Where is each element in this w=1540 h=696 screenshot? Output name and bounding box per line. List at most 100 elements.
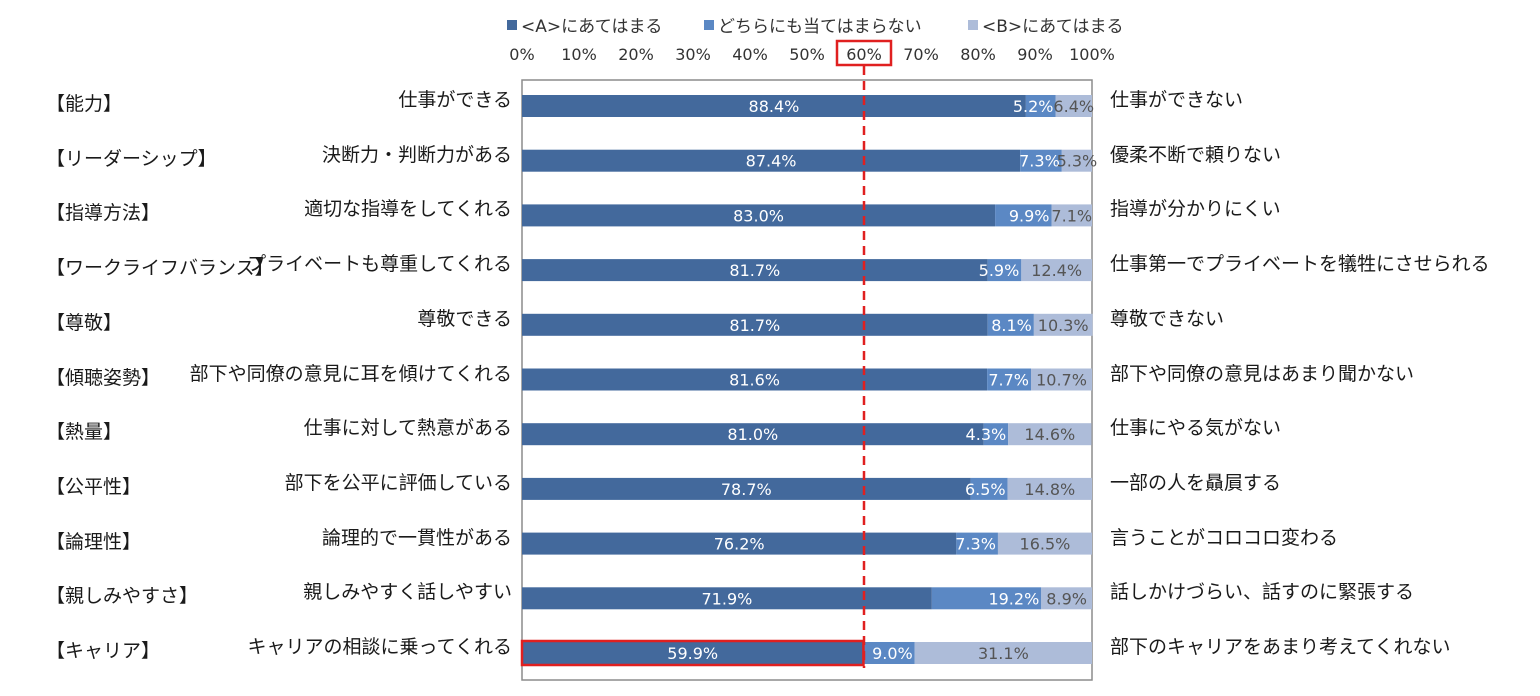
data-label: 71.9% bbox=[702, 589, 753, 608]
data-label: 7.1% bbox=[1051, 206, 1092, 225]
left-descriptor-label: 決断力・判断力がある bbox=[321, 143, 512, 166]
bar-segment bbox=[522, 642, 864, 664]
data-label: 5.9% bbox=[979, 261, 1020, 280]
data-label: 81.7% bbox=[729, 261, 780, 280]
left-descriptor-label: キャリアの相談に乗ってくれる bbox=[247, 636, 512, 658]
data-label: 7.3% bbox=[955, 535, 996, 554]
x-tick-label: 70% bbox=[903, 45, 939, 64]
legend-item-b: <B>にあてはまる bbox=[968, 12, 1123, 37]
bar-segment bbox=[1041, 587, 1092, 610]
right-descriptor-label: 部下や同僚の意見はあまり聞かない bbox=[1110, 362, 1415, 385]
category-label: 【能力】 bbox=[46, 93, 123, 115]
left-descriptor-label: 尊敬できる bbox=[417, 307, 512, 330]
right-descriptor-label: 一部の人を贔屓する bbox=[1110, 471, 1282, 494]
left-descriptor-label: 部下や同僚の意見に耳を傾けてくれる bbox=[189, 362, 512, 385]
category-label: 【傾聴姿勢】 bbox=[46, 366, 161, 389]
data-label: 19.2% bbox=[988, 589, 1039, 608]
legend: <A>にあてはまる どちらにも当てはまらない <B>にあてはまる bbox=[0, 12, 1540, 38]
data-label: 10.3% bbox=[1038, 316, 1089, 335]
legend-item-a: <A>にあてはまる bbox=[507, 12, 662, 37]
data-label: 81.0% bbox=[727, 425, 778, 444]
bar-segment bbox=[1007, 477, 1092, 500]
data-label: 81.7% bbox=[729, 316, 780, 335]
data-label: 7.7% bbox=[988, 371, 1029, 390]
left-descriptor-label: 仕事ができる bbox=[398, 89, 512, 111]
data-label: 10.7% bbox=[1036, 371, 1087, 390]
bar-segment bbox=[1008, 423, 1092, 446]
x-tick-label: 0% bbox=[509, 45, 534, 64]
bar-segment bbox=[522, 477, 971, 500]
x-tick-label: 10% bbox=[561, 45, 597, 64]
data-label: 4.3% bbox=[966, 425, 1007, 444]
legend-swatch-neutral bbox=[704, 20, 714, 30]
right-descriptor-label: 尊敬できない bbox=[1110, 307, 1225, 330]
x-tick-label: 20% bbox=[618, 45, 654, 64]
bar-segment bbox=[522, 259, 988, 282]
bar-segment bbox=[1031, 368, 1092, 391]
data-label: 31.1% bbox=[978, 644, 1029, 663]
x-tick-label: 60% bbox=[846, 45, 882, 64]
right-descriptor-label: 仕事第一でプライベートを犠牲にさせられる bbox=[1110, 253, 1490, 276]
data-label: 88.4% bbox=[749, 97, 800, 116]
x-tick-label: 80% bbox=[960, 45, 996, 64]
legend-label-neutral: どちらにも当てはまらない bbox=[718, 17, 922, 37]
right-descriptor-label: 仕事にやる気がない bbox=[1110, 417, 1282, 440]
highlight-tick-box bbox=[835, 39, 893, 67]
x-tick-label: 90% bbox=[1017, 45, 1053, 64]
category-label: 【指導方法】 bbox=[46, 202, 161, 225]
category-label: 【キャリア】 bbox=[46, 640, 161, 662]
data-label: 87.4% bbox=[746, 152, 797, 171]
data-label: 8.9% bbox=[1046, 589, 1087, 608]
category-label: 【リーダーシップ】 bbox=[46, 147, 217, 170]
data-label: 9.0% bbox=[872, 644, 913, 663]
left-descriptor-label: プライベートも尊重してくれる bbox=[247, 253, 512, 276]
right-descriptor-label: 仕事ができない bbox=[1110, 89, 1244, 111]
data-label: 7.3% bbox=[1019, 152, 1060, 171]
bar-segment bbox=[522, 204, 996, 227]
bar-segment bbox=[1025, 95, 1056, 117]
data-label: 59.9% bbox=[667, 644, 718, 663]
bar-segment bbox=[983, 423, 1009, 446]
bar-segment bbox=[987, 368, 1032, 391]
data-label: 12.4% bbox=[1031, 261, 1082, 280]
bar-segment bbox=[1021, 259, 1092, 282]
category-label: 【公平性】 bbox=[46, 475, 142, 498]
bar-segment bbox=[522, 149, 1021, 172]
data-label: 9.9% bbox=[1009, 206, 1050, 225]
x-tick-label: 40% bbox=[732, 45, 768, 64]
bar-segment bbox=[1033, 313, 1093, 336]
data-label: 5.2% bbox=[1013, 97, 1054, 116]
category-label: 【ワークライフバランス】 bbox=[46, 257, 274, 280]
bar-segment bbox=[970, 477, 1008, 500]
bar-segment bbox=[522, 423, 984, 446]
data-label: 14.6% bbox=[1024, 425, 1075, 444]
left-descriptor-label: 親しみやすく話しやすい bbox=[303, 581, 512, 604]
right-descriptor-label: 話しかけづらい、話すのに緊張する bbox=[1110, 581, 1415, 604]
bar-segment bbox=[1055, 95, 1092, 117]
bar-segment bbox=[931, 587, 1042, 610]
category-label: 【尊敬】 bbox=[46, 311, 123, 334]
bar-segment bbox=[987, 259, 1022, 282]
legend-label-a: <A>にあてはまる bbox=[521, 17, 663, 37]
data-label: 76.2% bbox=[714, 535, 765, 554]
right-descriptor-label: 優柔不断で頼りない bbox=[1110, 143, 1282, 166]
category-label: 【熱量】 bbox=[46, 421, 123, 444]
left-descriptor-label: 仕事に対して熱意がある bbox=[303, 417, 512, 440]
bar-segment bbox=[1061, 149, 1092, 172]
data-label: 81.6% bbox=[729, 371, 780, 390]
x-tick-label: 50% bbox=[789, 45, 825, 64]
left-descriptor-label: 部下を公平に評価している bbox=[284, 471, 512, 494]
bar-segment bbox=[995, 204, 1052, 227]
legend-label-b: <B>にあてはまる bbox=[982, 17, 1124, 37]
bar-segment bbox=[914, 642, 1092, 664]
bar-segment bbox=[1020, 149, 1062, 172]
data-label: 83.0% bbox=[733, 206, 784, 225]
bar-segment bbox=[522, 313, 988, 336]
category-label: 【論理性】 bbox=[46, 530, 142, 553]
legend-swatch-b bbox=[968, 20, 978, 30]
data-label: 6.5% bbox=[965, 480, 1006, 499]
bar-segment bbox=[987, 313, 1034, 336]
bar-segment bbox=[522, 532, 957, 555]
left-descriptor-label: 適切な指導をしてくれる bbox=[304, 198, 512, 221]
